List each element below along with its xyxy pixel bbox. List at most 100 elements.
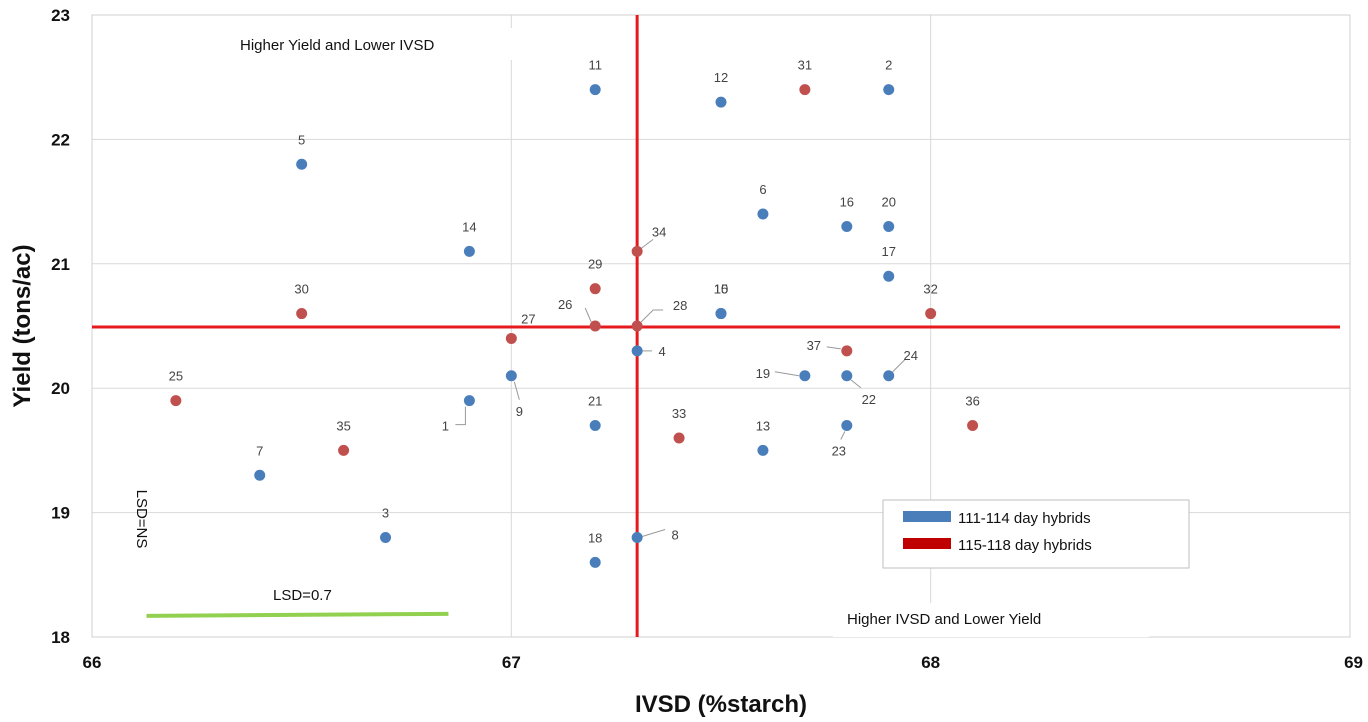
data-point-8: [631, 531, 643, 543]
data-point-25: [170, 395, 182, 407]
leader-line-23: [840, 431, 846, 440]
point-label-4: 4: [659, 344, 666, 359]
legend-label-115-118: 115-118 day hybrids: [958, 537, 1092, 554]
label-leader-lines: [455, 238, 906, 537]
point-label-3: 3: [382, 505, 389, 520]
data-point-36: [967, 420, 979, 432]
point-label-9: 9: [516, 404, 523, 419]
point-label-27: 27: [521, 311, 535, 326]
y-tick-label: 20: [51, 379, 70, 398]
leader-line-19: [774, 371, 799, 377]
point-label-23: 23: [832, 444, 846, 459]
annotation-lsd-x: LSD=0.7: [273, 587, 332, 604]
point-label-35: 35: [336, 418, 350, 433]
legend-swatch-111-114: [903, 511, 951, 522]
y-tick-label: 18: [51, 628, 70, 647]
x-tick-label: 68: [921, 653, 940, 672]
annotation-bg-bottom: [833, 603, 1149, 637]
y-tick-label: 21: [51, 255, 70, 274]
data-point-5: [296, 158, 308, 170]
lsd-bar: [146, 611, 449, 618]
point-label-8: 8: [672, 527, 679, 542]
data-point-26: [589, 320, 601, 332]
data-point-23: [841, 420, 853, 432]
data-point-29: [589, 283, 601, 295]
point-label-32: 32: [923, 282, 937, 297]
data-point-34: [631, 245, 643, 257]
point-label-25: 25: [169, 369, 183, 384]
x-tick-label: 66: [83, 653, 102, 672]
point-label-11: 11: [588, 58, 602, 73]
point-label-2: 2: [885, 58, 892, 73]
point-label-16: 16: [840, 194, 854, 209]
annotation-lsd-y: LSD=NS: [133, 490, 150, 549]
data-point-22: [841, 370, 853, 382]
x-tick-label: 67: [502, 653, 521, 672]
annotation-bg-top: [228, 28, 528, 60]
point-label-14: 14: [462, 219, 476, 234]
data-point-24: [883, 370, 895, 382]
y-tick-label: 19: [51, 504, 70, 523]
legend-swatch-115-118: [903, 538, 951, 549]
leader-line-34: [640, 238, 654, 249]
point-label-18: 18: [588, 530, 602, 545]
point-label-29: 29: [588, 257, 602, 272]
point-label-17: 17: [881, 244, 895, 259]
data-point-3: [380, 531, 392, 543]
data-point-20: [883, 220, 895, 232]
legend: 111-114 day hybrids 115-118 day hybrids: [882, 499, 1190, 569]
data-point-21: [589, 420, 601, 432]
data-point-12: [715, 96, 727, 108]
data-point-30: [296, 308, 308, 320]
leader-line-1: [455, 406, 466, 426]
data-point-16: [841, 220, 853, 232]
point-label-28: 28: [673, 298, 687, 313]
y-tick-label: 23: [51, 6, 70, 25]
y-tick-labels: 18 19 20 21 22 23: [51, 6, 70, 647]
data-point-2: [883, 84, 895, 96]
y-axis-title: Yield (tons/ac): [9, 244, 36, 407]
data-point-1: [463, 395, 475, 407]
leader-line-8: [641, 529, 666, 537]
data-point-32: [925, 308, 937, 320]
data-point-15: [715, 308, 727, 320]
y-tick-label: 22: [51, 130, 70, 149]
point-label-21: 21: [588, 394, 602, 409]
leader-line-26: [584, 307, 592, 323]
legend-label-111-114: 111-114 day hybrids: [958, 510, 1091, 527]
data-point-37: [841, 345, 853, 357]
point-label-19: 19: [756, 366, 770, 381]
data-point-28: [631, 320, 643, 332]
data-point-18: [589, 556, 601, 568]
data-point-6: [757, 208, 769, 220]
annotation-higher-yield-lower-ivsd: Higher Yield and Lower IVSD: [240, 37, 434, 54]
data-point-9: [505, 370, 517, 382]
leader-line-37: [826, 346, 841, 350]
point-label-22: 22: [862, 392, 876, 407]
data-point-11: [589, 84, 601, 96]
point-label-1: 1: [442, 419, 449, 434]
point-label-24: 24: [903, 348, 917, 363]
point-label-26: 26: [558, 297, 572, 312]
data-point-13: [757, 444, 769, 456]
point-label-5: 5: [298, 132, 305, 147]
point-label-34: 34: [652, 224, 666, 239]
x-axis-title: IVSD (%starch): [635, 691, 807, 718]
data-point-33: [673, 432, 685, 444]
data-points: [170, 84, 979, 568]
point-label-36: 36: [965, 394, 979, 409]
x-tick-label: 69: [1344, 653, 1363, 672]
annotation-higher-ivsd-lower-yield: Higher IVSD and Lower Yield: [847, 611, 1041, 628]
point-label-31: 31: [798, 58, 812, 73]
data-point-14: [463, 245, 475, 257]
point-label-20: 20: [881, 194, 895, 209]
point-label-10: 10: [714, 282, 728, 297]
data-point-17: [883, 270, 895, 282]
annotation-backgrounds: [228, 28, 1149, 637]
leader-line-24: [892, 359, 906, 373]
point-label-33: 33: [672, 406, 686, 421]
data-point-7: [254, 469, 266, 481]
leader-line-22: [850, 379, 862, 389]
